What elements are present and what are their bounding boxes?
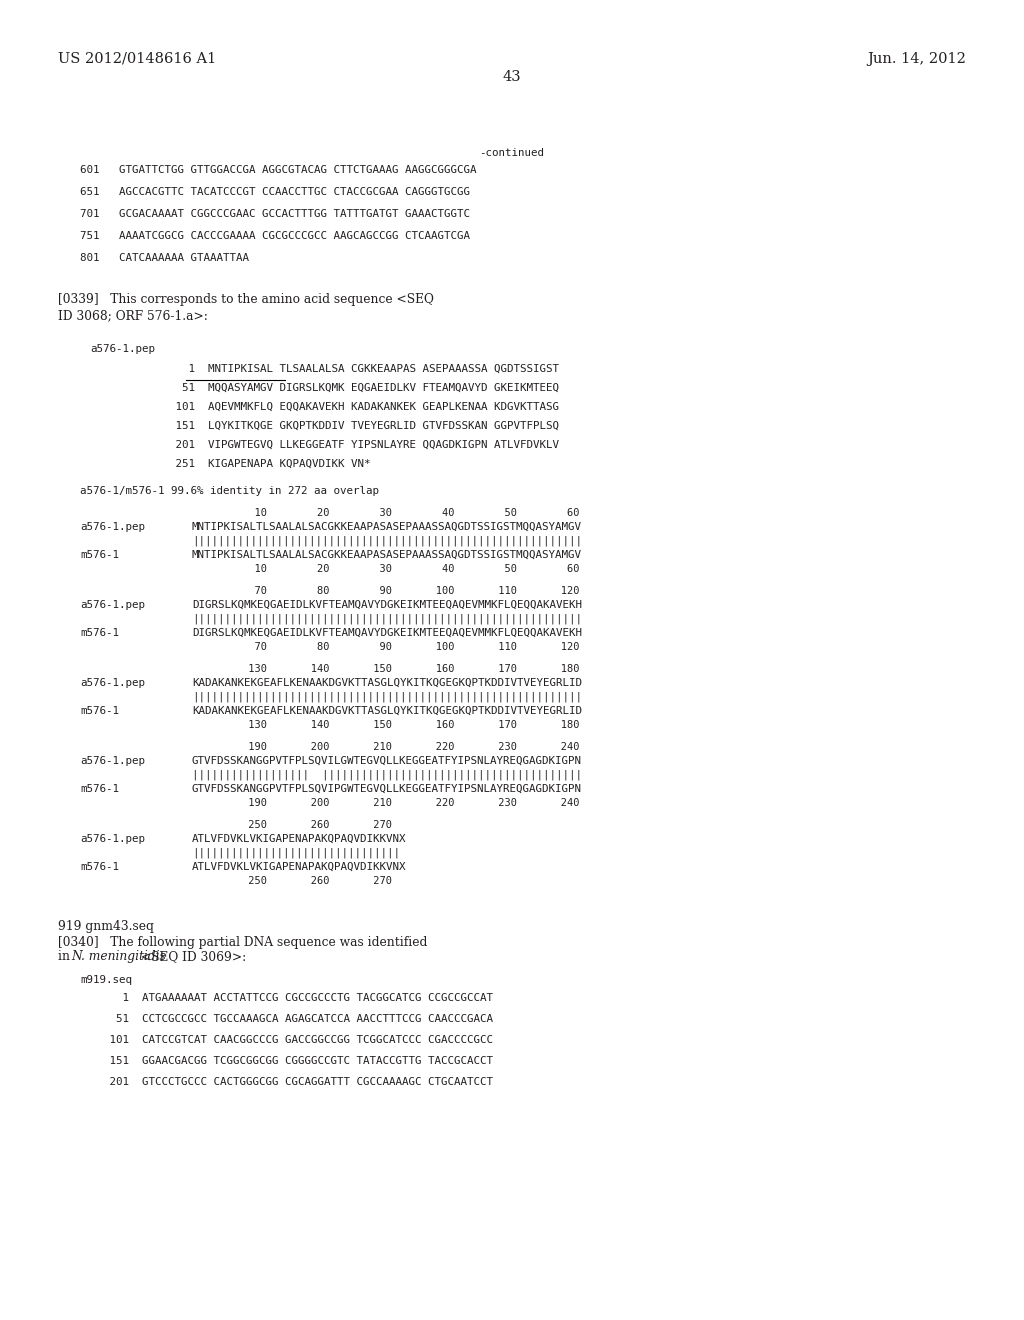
Text: 1  MNTIPKISAL TLSAALALSA CGKKEAAPAS ASEPAAASSA QGDTSSIGST: 1 MNTIPKISAL TLSAALALSA CGKKEAAPAS ASEPA… [130, 364, 559, 374]
Text: m576-1: m576-1 [80, 706, 119, 715]
Text: MNTIPKISALTLSAALALSACGKKEAAPASASEPAAASSAQGDTSSIGSTMQQASYAMGV: MNTIPKISALTLSAALALSACGKKEAAPASASEPAAASSA… [193, 550, 582, 560]
Text: <SEQ ID 3069>:: <SEQ ID 3069>: [137, 950, 247, 964]
Text: ||||||||||||||||||||||||||||||||||||||||||||||||||||||||||||: ||||||||||||||||||||||||||||||||||||||||… [193, 614, 582, 624]
Text: m919.seq: m919.seq [80, 975, 132, 985]
Text: a576-1.pep: a576-1.pep [80, 521, 145, 532]
Text: -continued: -continued [479, 148, 545, 158]
Text: m576-1: m576-1 [80, 550, 119, 560]
Text: 1  ATGAAAAAAT ACCTATTCCG CGCCGCCCTG TACGGCATCG CCGCCGCCAT: 1 ATGAAAAAAT ACCTATTCCG CGCCGCCCTG TACGG… [90, 993, 493, 1003]
Text: 151  LQYKITKQGE GKQPTKDDIV TVEYEGRLID GTVFDSSKAN GGPVTFPLSQ: 151 LQYKITKQGE GKQPTKDDIV TVEYEGRLID GTV… [130, 421, 559, 432]
Text: 201  GTCCCTGCCC CACTGGGCGG CGCAGGATTT CGCCAAAAGC CTGCAATCCT: 201 GTCCCTGCCC CACTGGGCGG CGCAGGATTT CGC… [90, 1077, 493, 1086]
Text: a576-1.pep: a576-1.pep [80, 678, 145, 688]
Text: a576-1.pep: a576-1.pep [80, 834, 145, 843]
Text: ||||||||||||||||||  ||||||||||||||||||||||||||||||||||||||||: |||||||||||||||||| |||||||||||||||||||||… [193, 770, 582, 780]
Text: 151  GGAACGACGG TCGGCGGCGG CGGGGCCGTC TATACCGTTG TACCGCACCT: 151 GGAACGACGG TCGGCGGCGG CGGGGCCGTC TAT… [90, 1056, 493, 1067]
Text: ||||||||||||||||||||||||||||||||||||||||||||||||||||||||||||: ||||||||||||||||||||||||||||||||||||||||… [193, 536, 582, 546]
Text: 70        80        90       100       110       120: 70 80 90 100 110 120 [193, 586, 580, 597]
Text: 51  CCTCGCCGCC TGCCAAAGCA AGAGCATCCA AACCTTTCCG CAACCCGACA: 51 CCTCGCCGCC TGCCAAAGCA AGAGCATCCA AACC… [90, 1014, 493, 1024]
Text: 250       260       270: 250 260 270 [193, 820, 392, 830]
Text: GTVFDSSKANGGPVTFPLSQVILGWTEGVQLLKEGGEATFYIPSNLAYREQGAGDKIGPN: GTVFDSSKANGGPVTFPLSQVILGWTEGVQLLKEGGEATF… [193, 756, 582, 766]
Text: 10        20        30        40        50        60: 10 20 30 40 50 60 [193, 508, 580, 517]
Text: a576-1.pep: a576-1.pep [90, 345, 155, 354]
Text: 251  KIGAPENAPA KQPAQVDIKK VN*: 251 KIGAPENAPA KQPAQVDIKK VN* [130, 459, 371, 469]
Text: a576-1/m576-1 99.6% identity in 272 aa overlap: a576-1/m576-1 99.6% identity in 272 aa o… [80, 486, 379, 496]
Text: in: in [58, 950, 74, 964]
Text: 250       260       270: 250 260 270 [193, 876, 392, 886]
Text: 601   GTGATTCTGG GTTGGACCGA AGGCGTACAG CTTCTGAAAG AAGGCGGGCGA: 601 GTGATTCTGG GTTGGACCGA AGGCGTACAG CTT… [80, 165, 476, 176]
Text: ID 3068; ORF 576-1.a>:: ID 3068; ORF 576-1.a>: [58, 309, 208, 322]
Text: [0340]   The following partial DNA sequence was identified: [0340] The following partial DNA sequenc… [58, 936, 427, 949]
Text: 130       140       150       160       170       180: 130 140 150 160 170 180 [193, 719, 580, 730]
Text: 43: 43 [503, 70, 521, 84]
Text: a576-1.pep: a576-1.pep [80, 756, 145, 766]
Text: 201  VIPGWTEGVQ LLKEGGEATF YIPSNLAYRE QQAGDKIGPN ATLVFDVKLV: 201 VIPGWTEGVQ LLKEGGEATF YIPSNLAYRE QQA… [130, 440, 559, 450]
Text: N. meningitidis: N. meningitidis [72, 950, 166, 964]
Text: 751   AAAATCGGCG CACCCGAAAA CGCGCCCGCC AAGCAGCCGG CTCAAGTCGA: 751 AAAATCGGCG CACCCGAAAA CGCGCCCGCC AAG… [80, 231, 470, 242]
Text: 919 gnm43.seq: 919 gnm43.seq [58, 920, 154, 933]
Text: ||||||||||||||||||||||||||||||||: |||||||||||||||||||||||||||||||| [193, 847, 400, 858]
Text: 51  MQQASYAMGV DIGRSLKQMK EQGAEIDLKV FTEAMQAVYD GKEIKMTEEQ: 51 MQQASYAMGV DIGRSLKQMK EQGAEIDLKV FTEA… [130, 383, 559, 393]
Text: m576-1: m576-1 [80, 628, 119, 638]
Text: 101  CATCCGTCAT CAACGGCCCG GACCGGCCGG TCGGCATCCC CGACCCCGCC: 101 CATCCGTCAT CAACGGCCCG GACCGGCCGG TCG… [90, 1035, 493, 1045]
Text: 70        80        90       100       110       120: 70 80 90 100 110 120 [193, 642, 580, 652]
Text: m576-1: m576-1 [80, 784, 119, 795]
Text: MNTIPKISALTLSAALALSACGKKEAAPASASEPAAASSAQGDTSSIGSTMQQASYAMGV: MNTIPKISALTLSAALALSACGKKEAAPASASEPAAASSA… [193, 521, 582, 532]
Text: US 2012/0148616 A1: US 2012/0148616 A1 [58, 51, 216, 66]
Text: DIGRSLKQMKEQGAEIDLKVFTEAMQAVYDGKEIKMTEEQAQEVMMKFLQEQQAKAVEKH: DIGRSLKQMKEQGAEIDLKVFTEAMQAVYDGKEIKMTEEQ… [193, 601, 582, 610]
Text: ATLVFDVKLVKIGAPENAPAKQPAQVDIKKVNX: ATLVFDVKLVKIGAPENAPAKQPAQVDIKKVNX [193, 834, 407, 843]
Text: 190       200       210       220       230       240: 190 200 210 220 230 240 [193, 742, 580, 752]
Text: 130       140       150       160       170       180: 130 140 150 160 170 180 [193, 664, 580, 675]
Text: 101  AQEVMMKFLQ EQQAKAVEKH KADAKANKEK GEAPLKENAA KDGVKTTASG: 101 AQEVMMKFLQ EQQAKAVEKH KADAKANKEK GEA… [130, 403, 559, 412]
Text: 10        20        30        40        50        60: 10 20 30 40 50 60 [193, 564, 580, 574]
Text: KADAKANKEKGEAFLKENAAKDGVKTTASGLQYKITKQGEGKQPTKDDIVTVEYEGRLID: KADAKANKEKGEAFLKENAAKDGVKTTASGLQYKITKQGE… [193, 706, 582, 715]
Text: 801   CATCAAAAAA GTAAATTAA: 801 CATCAAAAAA GTAAATTAA [80, 253, 249, 263]
Text: m576-1: m576-1 [80, 862, 119, 873]
Text: GTVFDSSKANGGPVTFPLSQVIPGWTEGVQLLKEGGEATFYIPSNLAYREQGAGDKIGPN: GTVFDSSKANGGPVTFPLSQVIPGWTEGVQLLKEGGEATF… [193, 784, 582, 795]
Text: 701   GCGACAAAAT CGGCCCGAAC GCCACTTTGG TATTTGATGT GAAACTGGTC: 701 GCGACAAAAT CGGCCCGAAC GCCACTTTGG TAT… [80, 209, 470, 219]
Text: 651   AGCCACGTTC TACATCCCGT CCAACCTTGC CTACCGCGAA CAGGGTGCGG: 651 AGCCACGTTC TACATCCCGT CCAACCTTGC CTA… [80, 187, 470, 197]
Text: 190       200       210       220       230       240: 190 200 210 220 230 240 [193, 799, 580, 808]
Text: a576-1.pep: a576-1.pep [80, 601, 145, 610]
Text: [0339]   This corresponds to the amino acid sequence <SEQ: [0339] This corresponds to the amino aci… [58, 293, 434, 306]
Text: Jun. 14, 2012: Jun. 14, 2012 [867, 51, 966, 66]
Text: ||||||||||||||||||||||||||||||||||||||||||||||||||||||||||||: ||||||||||||||||||||||||||||||||||||||||… [193, 692, 582, 702]
Text: ATLVFDVKLVKIGAPENAPAKQPAQVDIKKVNX: ATLVFDVKLVKIGAPENAPAKQPAQVDIKKVNX [193, 862, 407, 873]
Text: DIGRSLKQMKEQGAEIDLKVFTEAMQAVYDGKEIKMTEEQAQEVMMKFLQEQQAKAVEKH: DIGRSLKQMKEQGAEIDLKVFTEAMQAVYDGKEIKMTEEQ… [193, 628, 582, 638]
Text: KADAKANKEKGEAFLKENAAKDGVKTTASGLQYKITKQGEGKQPTKDDIVTVEYEGRLID: KADAKANKEKGEAFLKENAAKDGVKTTASGLQYKITKQGE… [193, 678, 582, 688]
